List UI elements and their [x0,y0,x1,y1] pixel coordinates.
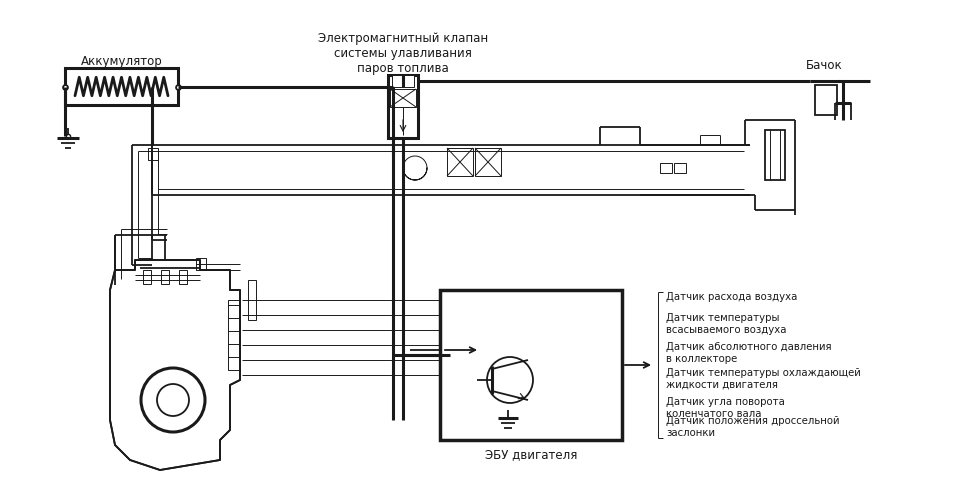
Bar [143,270,151,284]
Text: Датчик угла поворота
коленчатого вала: Датчик угла поворота коленчатого вала [666,397,785,419]
Bar [65,68,178,105]
Text: Датчик температуры охлаждающей
жидкости двигателя: Датчик температуры охлаждающей жидкости … [666,368,861,389]
Bar [390,89,416,107]
Text: ЭБУ двигателя: ЭБУ двигателя [485,448,577,461]
Bar [815,85,837,115]
Text: Датчик абсолютного давления
в коллекторе: Датчик абсолютного давления в коллекторе [666,342,832,364]
Bar [228,300,240,370]
Bar [660,163,672,173]
Bar [765,130,785,180]
Bar [179,270,187,284]
Bar [475,148,501,176]
Circle shape [141,368,205,432]
Bar [161,270,169,284]
Bar [674,163,686,173]
Text: Аккумулятор: Аккумулятор [81,55,162,68]
Text: Бачок: Бачок [805,58,842,71]
Bar [196,258,206,270]
Bar [388,75,418,138]
Bar [248,280,256,320]
Bar [447,148,473,176]
Text: Датчик положения дроссельной
заслонки: Датчик положения дроссельной заслонки [666,416,839,438]
Text: Датчик расхода воздуха: Датчик расхода воздуха [666,292,797,302]
Text: Электромагнитный клапан
системы улавливания
паров топлива: Электромагнитный клапан системы улавлива… [318,32,488,75]
Bar [392,75,414,87]
Bar [148,148,158,160]
Text: Датчик температуры
всасываемого воздуха: Датчик температуры всасываемого воздуха [666,313,787,335]
Bar [440,290,622,440]
Polygon shape [110,260,240,470]
